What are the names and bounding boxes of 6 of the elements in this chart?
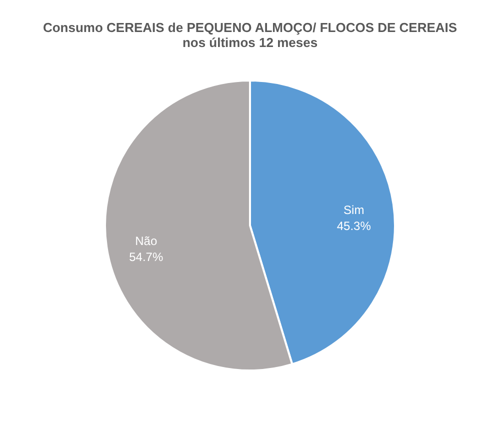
data-label: 45.3% bbox=[336, 219, 372, 234]
slice-label: Não bbox=[135, 234, 158, 248]
slice-label: Sim bbox=[344, 203, 364, 218]
text: nos últimos 12 meses bbox=[182, 35, 318, 50]
data-label: 54.7% bbox=[129, 250, 164, 264]
text: Consumo CEREAIS de PEQUENO ALMOÇO/ FLOCOS DE CEREAIS bbox=[42, 20, 458, 35]
